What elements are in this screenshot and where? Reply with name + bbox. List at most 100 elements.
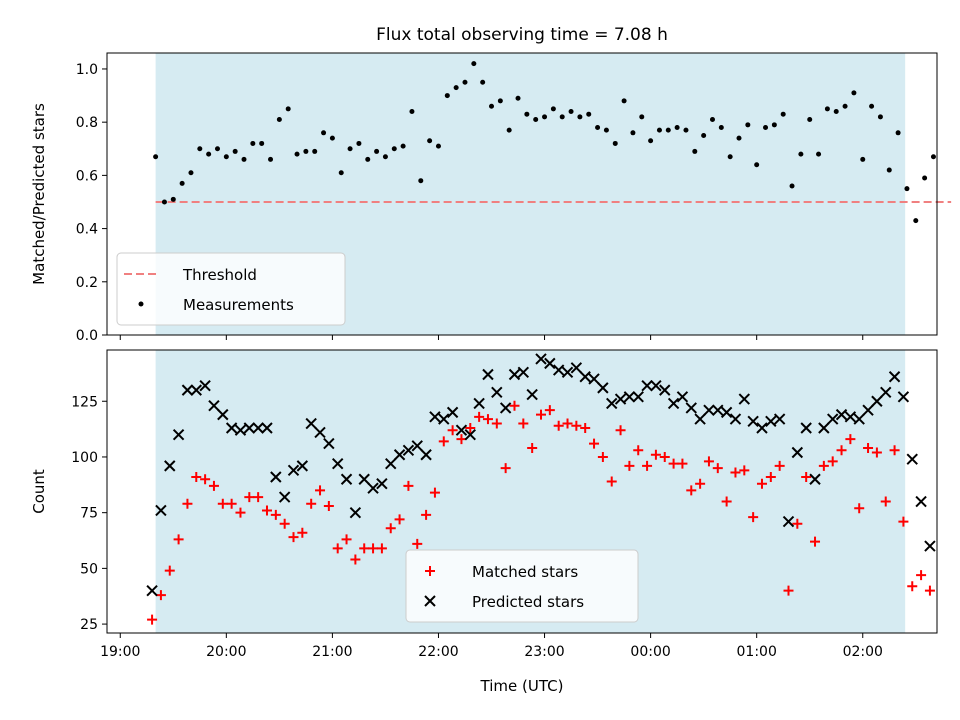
matched-stars-point bbox=[182, 498, 193, 509]
predicted-stars-point bbox=[367, 482, 379, 494]
predicted-stars-point bbox=[924, 540, 936, 552]
matched-stars-point bbox=[739, 465, 750, 476]
measurement-point bbox=[232, 148, 238, 154]
legend-label: Threshold bbox=[182, 266, 257, 284]
matched-stars-point bbox=[244, 492, 255, 503]
predicted-stars-point bbox=[694, 413, 706, 425]
matched-stars-point bbox=[235, 507, 246, 518]
predicted-stars-point bbox=[871, 395, 883, 407]
y-tick-label: 0.8 bbox=[76, 115, 98, 131]
matched-stars-point bbox=[836, 445, 847, 456]
matched-stars-point bbox=[589, 438, 600, 449]
predicted-stars-point bbox=[597, 382, 609, 394]
predicted-stars-point bbox=[844, 411, 857, 423]
predicted-stars-point bbox=[659, 384, 671, 396]
measurement-point bbox=[798, 151, 804, 157]
predicted-stars-point bbox=[703, 404, 715, 416]
matched-stars-point bbox=[368, 543, 379, 554]
measurement-point bbox=[780, 111, 786, 117]
matched-stars-point bbox=[686, 485, 697, 496]
matched-stars-point bbox=[500, 463, 511, 474]
matched-stars-point bbox=[208, 480, 219, 491]
matched-stars-point bbox=[756, 478, 767, 489]
matched-stars-point bbox=[880, 496, 891, 507]
y-tick-label: 100 bbox=[71, 450, 98, 466]
matched-stars-point bbox=[359, 543, 370, 554]
matched-stars-point bbox=[730, 467, 741, 478]
measurement-point bbox=[763, 124, 769, 130]
matched-stars-point bbox=[482, 414, 493, 425]
predicted-stars-point bbox=[800, 422, 812, 434]
predicted-stars-point bbox=[888, 371, 901, 383]
y-tick-label: 125 bbox=[71, 394, 98, 410]
matched-stars-point bbox=[571, 420, 582, 431]
matched-stars-point bbox=[810, 536, 821, 547]
matched-stars-point bbox=[703, 456, 714, 467]
measurement-point bbox=[329, 135, 335, 141]
measurement-point bbox=[771, 122, 777, 128]
y-tick-label: 25 bbox=[80, 617, 98, 633]
matched-stars-point bbox=[527, 443, 538, 454]
matched-stars-point bbox=[403, 480, 414, 491]
predicted-stars-point bbox=[190, 384, 202, 396]
measurement-point bbox=[453, 85, 459, 91]
measurement-point bbox=[497, 98, 503, 104]
predicted-stars-point bbox=[499, 402, 512, 414]
matched-stars-point bbox=[765, 472, 776, 483]
predicted-stars-point bbox=[199, 379, 211, 392]
predicted-stars-point bbox=[261, 422, 273, 434]
x-tick-label: 23:00 bbox=[524, 644, 564, 660]
predicted-stars-point bbox=[791, 446, 804, 459]
predicted-stars-point bbox=[614, 393, 627, 405]
measurement-point bbox=[550, 106, 556, 112]
top-panel-ratio: 0.0 0.2 0.4 0.6 0.8 1.0 Matched/Predicted star… bbox=[30, 52, 952, 344]
predicted-stars-point bbox=[464, 428, 476, 441]
matched-stars-point bbox=[297, 527, 308, 538]
measurement-point bbox=[533, 117, 539, 123]
y-axis-label: Count bbox=[30, 469, 48, 514]
measurement-point bbox=[833, 109, 839, 115]
axes-frame bbox=[106, 52, 938, 336]
measurement-point bbox=[206, 151, 212, 157]
measurement-point bbox=[842, 103, 848, 109]
predicted-stars-point bbox=[544, 357, 556, 370]
measurement-point bbox=[153, 154, 159, 160]
matched-stars-point bbox=[341, 534, 352, 545]
matched-stars-point bbox=[536, 409, 547, 420]
predicted-stars-point bbox=[782, 515, 795, 528]
matched-stars-point bbox=[748, 512, 759, 523]
measurement-point bbox=[374, 148, 380, 154]
measurement-point bbox=[727, 154, 733, 160]
predicted-stars-point bbox=[305, 417, 317, 430]
measurement-point bbox=[524, 111, 530, 117]
legend: Matched stars Predicted stars bbox=[405, 549, 639, 623]
matched-stars-point bbox=[642, 460, 653, 471]
legend-label: Measurements bbox=[183, 296, 294, 314]
measurement-point bbox=[489, 103, 495, 109]
predicted-stars-point bbox=[835, 408, 848, 421]
matched-stars-point bbox=[845, 434, 856, 445]
predicted-stars-point bbox=[402, 444, 415, 456]
measurement-point bbox=[577, 114, 583, 120]
matched-stars-point bbox=[597, 451, 608, 462]
matched-stars-point bbox=[898, 516, 909, 527]
measurement-point bbox=[913, 218, 919, 224]
predicted-stars-point bbox=[588, 373, 600, 385]
measurement-point bbox=[161, 199, 167, 205]
measurement-point bbox=[382, 154, 388, 160]
predicted-stars-point bbox=[747, 415, 759, 428]
measurement-point bbox=[294, 151, 300, 157]
matched-stars-point bbox=[465, 422, 476, 433]
measurement-point bbox=[259, 140, 265, 146]
matched-stars-point bbox=[721, 496, 732, 507]
matched-stars-point bbox=[385, 523, 396, 534]
measurement-point bbox=[886, 167, 892, 173]
measurement-point bbox=[197, 146, 203, 152]
matched-stars-point bbox=[916, 570, 927, 581]
measurement-point bbox=[630, 130, 636, 136]
predicted-stars-point bbox=[720, 406, 733, 419]
matched-stars-point bbox=[279, 518, 290, 529]
matched-stars-point bbox=[544, 405, 555, 416]
predicted-stars-point bbox=[729, 413, 742, 425]
measurement-point bbox=[480, 79, 486, 85]
